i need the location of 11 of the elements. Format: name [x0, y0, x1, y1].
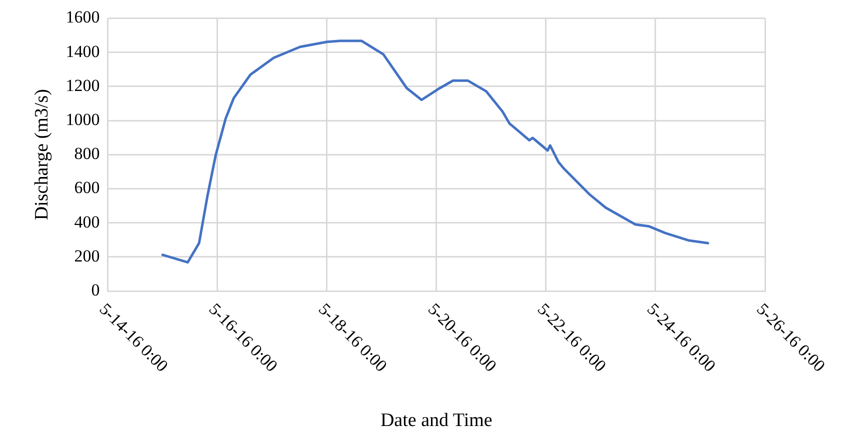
y-tick-label: 400	[74, 212, 100, 232]
y-tick-label: 200	[74, 246, 100, 266]
y-tick-label: 1600	[66, 8, 100, 27]
y-tick-label: 800	[74, 144, 100, 164]
y-tick-label: 1400	[66, 42, 100, 61]
x-axis-title: Date and Time	[380, 410, 492, 431]
y-tick-label: 1200	[66, 76, 100, 95]
y-tick-label: 1000	[66, 110, 100, 129]
y-tick-label: 600	[74, 178, 100, 198]
y-tick-label: 0	[91, 280, 100, 300]
y-axis-title: Discharge (m3/s)	[31, 89, 52, 220]
